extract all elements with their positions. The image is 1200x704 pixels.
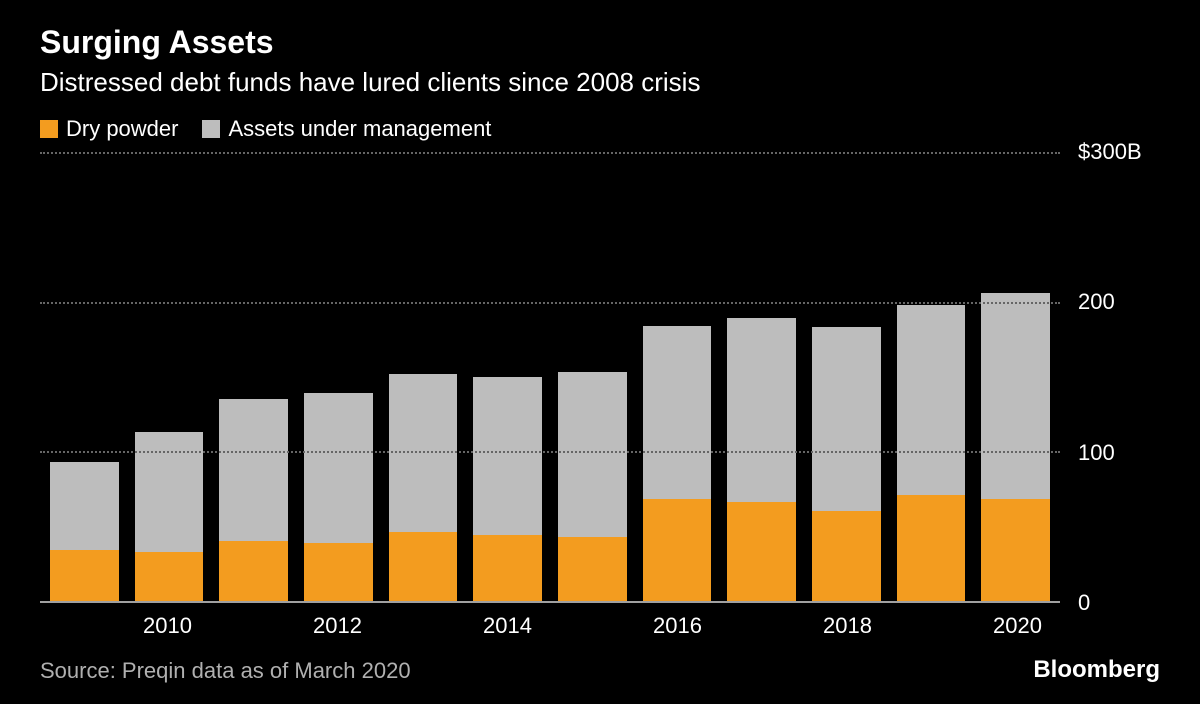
legend-item: Assets under management: [202, 116, 491, 142]
x-tick-label: 2020: [993, 613, 1042, 639]
gridline: [40, 451, 1060, 453]
bar-segment-dry-powder: [304, 543, 373, 601]
bar-segment-dry-powder: [558, 537, 627, 601]
bar-column: [897, 152, 966, 601]
y-axis: 0100200$300B: [1060, 152, 1160, 603]
bar-segment-dry-powder: [135, 552, 204, 601]
bar-segment-aum: [473, 377, 542, 536]
bar-segment-dry-powder: [727, 502, 796, 601]
chart-title: Surging Assets: [40, 24, 1160, 61]
plot: [40, 152, 1060, 603]
bar-segment-dry-powder: [897, 495, 966, 601]
bar-segment-dry-powder: [473, 535, 542, 601]
bar-column: [981, 152, 1050, 601]
bar-column: [389, 152, 458, 601]
bar-segment-aum: [50, 462, 119, 550]
bar-segment-aum: [135, 432, 204, 552]
source-text: Source: Preqin data as of March 2020: [40, 658, 411, 684]
bar-column: [304, 152, 373, 601]
y-tick-label: $300B: [1078, 139, 1142, 165]
legend-item: Dry powder: [40, 116, 178, 142]
bar-segment-dry-powder: [812, 511, 881, 601]
y-tick-label: 200: [1078, 289, 1115, 315]
bar-segment-aum: [897, 305, 966, 495]
gridline: [40, 302, 1060, 304]
bar-column: [50, 152, 119, 601]
bar-segment-aum: [981, 293, 1050, 500]
footer: Source: Preqin data as of March 2020 Blo…: [40, 656, 1160, 684]
x-tick-label: 2012: [313, 613, 362, 639]
bar-segment-aum: [643, 326, 712, 500]
legend-swatch-dry-powder: [40, 120, 58, 138]
bar-segment-dry-powder: [219, 541, 288, 601]
bar-column: [135, 152, 204, 601]
legend-label: Assets under management: [228, 116, 491, 142]
chart-subtitle: Distressed debt funds have lured clients…: [40, 67, 1160, 98]
bar-column: [558, 152, 627, 601]
bar-segment-dry-powder: [643, 499, 712, 601]
bar-column: [219, 152, 288, 601]
y-tick-label: 100: [1078, 440, 1115, 466]
x-axis: 2010 2012 2014 2016 2018 2020: [40, 603, 1060, 648]
bar-segment-aum: [727, 318, 796, 502]
bar-column: [643, 152, 712, 601]
bar-segment-aum: [304, 393, 373, 543]
bar-segment-aum: [219, 399, 288, 541]
bar-segment-aum: [812, 327, 881, 511]
gridline: [40, 152, 1060, 154]
bar-segment-dry-powder: [50, 550, 119, 601]
bar-column: [812, 152, 881, 601]
legend-swatch-aum: [202, 120, 220, 138]
brand-logo: Bloomberg: [1033, 656, 1160, 684]
bar-segment-dry-powder: [389, 532, 458, 601]
x-tick-label: 2018: [823, 613, 872, 639]
x-tick-label: 2016: [653, 613, 702, 639]
chart-container: Surging Assets Distressed debt funds hav…: [0, 0, 1200, 704]
bar-column: [473, 152, 542, 601]
legend: Dry powder Assets under management: [40, 116, 1160, 142]
bar-column: [727, 152, 796, 601]
bars-group: [40, 152, 1060, 601]
y-tick-label: 0: [1078, 590, 1090, 616]
chart-plot-area: 0100200$300B: [40, 152, 1160, 603]
x-tick-label: 2014: [483, 613, 532, 639]
bar-segment-aum: [558, 372, 627, 537]
legend-label: Dry powder: [66, 116, 178, 142]
bar-segment-dry-powder: [981, 499, 1050, 601]
x-tick-label: 2010: [143, 613, 192, 639]
